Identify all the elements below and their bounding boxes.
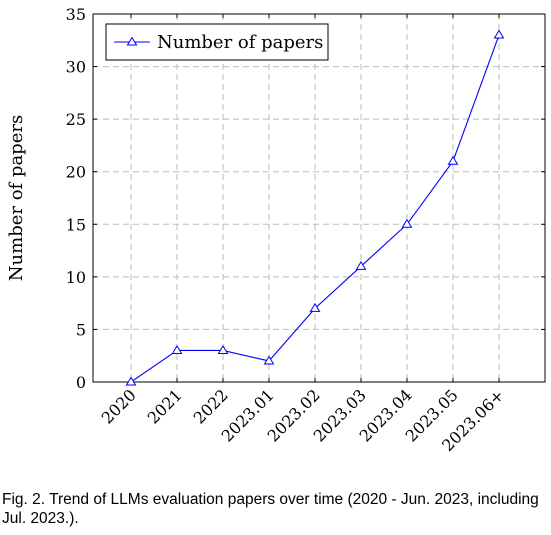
y-tick-label: 35 — [66, 5, 86, 24]
axes — [92, 13, 546, 383]
x-tick-label: 2020 — [98, 385, 140, 427]
series-layer — [125, 29, 505, 386]
data-point-triangle — [493, 29, 505, 39]
data-point-triangle — [217, 344, 229, 354]
data-point-triangle — [309, 302, 321, 312]
data-point-triangle — [125, 376, 137, 386]
data-point-triangle — [355, 260, 367, 270]
data-point-triangle — [263, 355, 275, 365]
grid — [93, 13, 545, 383]
y-axis-label: Number of papers — [6, 115, 27, 281]
x-tick-label: 2022 — [190, 385, 232, 427]
legend: Number of papers — [105, 23, 329, 61]
data-point-triangle — [401, 218, 413, 228]
x-tick-label: 2021 — [144, 385, 186, 427]
y-tick-label: 15 — [66, 215, 86, 234]
legend-marker-triangle-icon — [126, 36, 138, 46]
y-tick-label: 5 — [76, 320, 86, 339]
y-tick-label: 10 — [66, 268, 86, 287]
y-tick-label: 25 — [66, 110, 86, 129]
data-point-triangle — [447, 155, 459, 165]
legend-label: Number of papers — [157, 32, 323, 53]
y-tick-label: 20 — [66, 163, 86, 182]
y-tick-label: 30 — [66, 58, 86, 77]
y-tick-label: 0 — [76, 373, 86, 392]
data-point-triangle — [171, 344, 183, 354]
figure-caption: Fig. 2. Trend of LLMs evaluation papers … — [2, 491, 539, 527]
plot-frame — [92, 13, 546, 383]
